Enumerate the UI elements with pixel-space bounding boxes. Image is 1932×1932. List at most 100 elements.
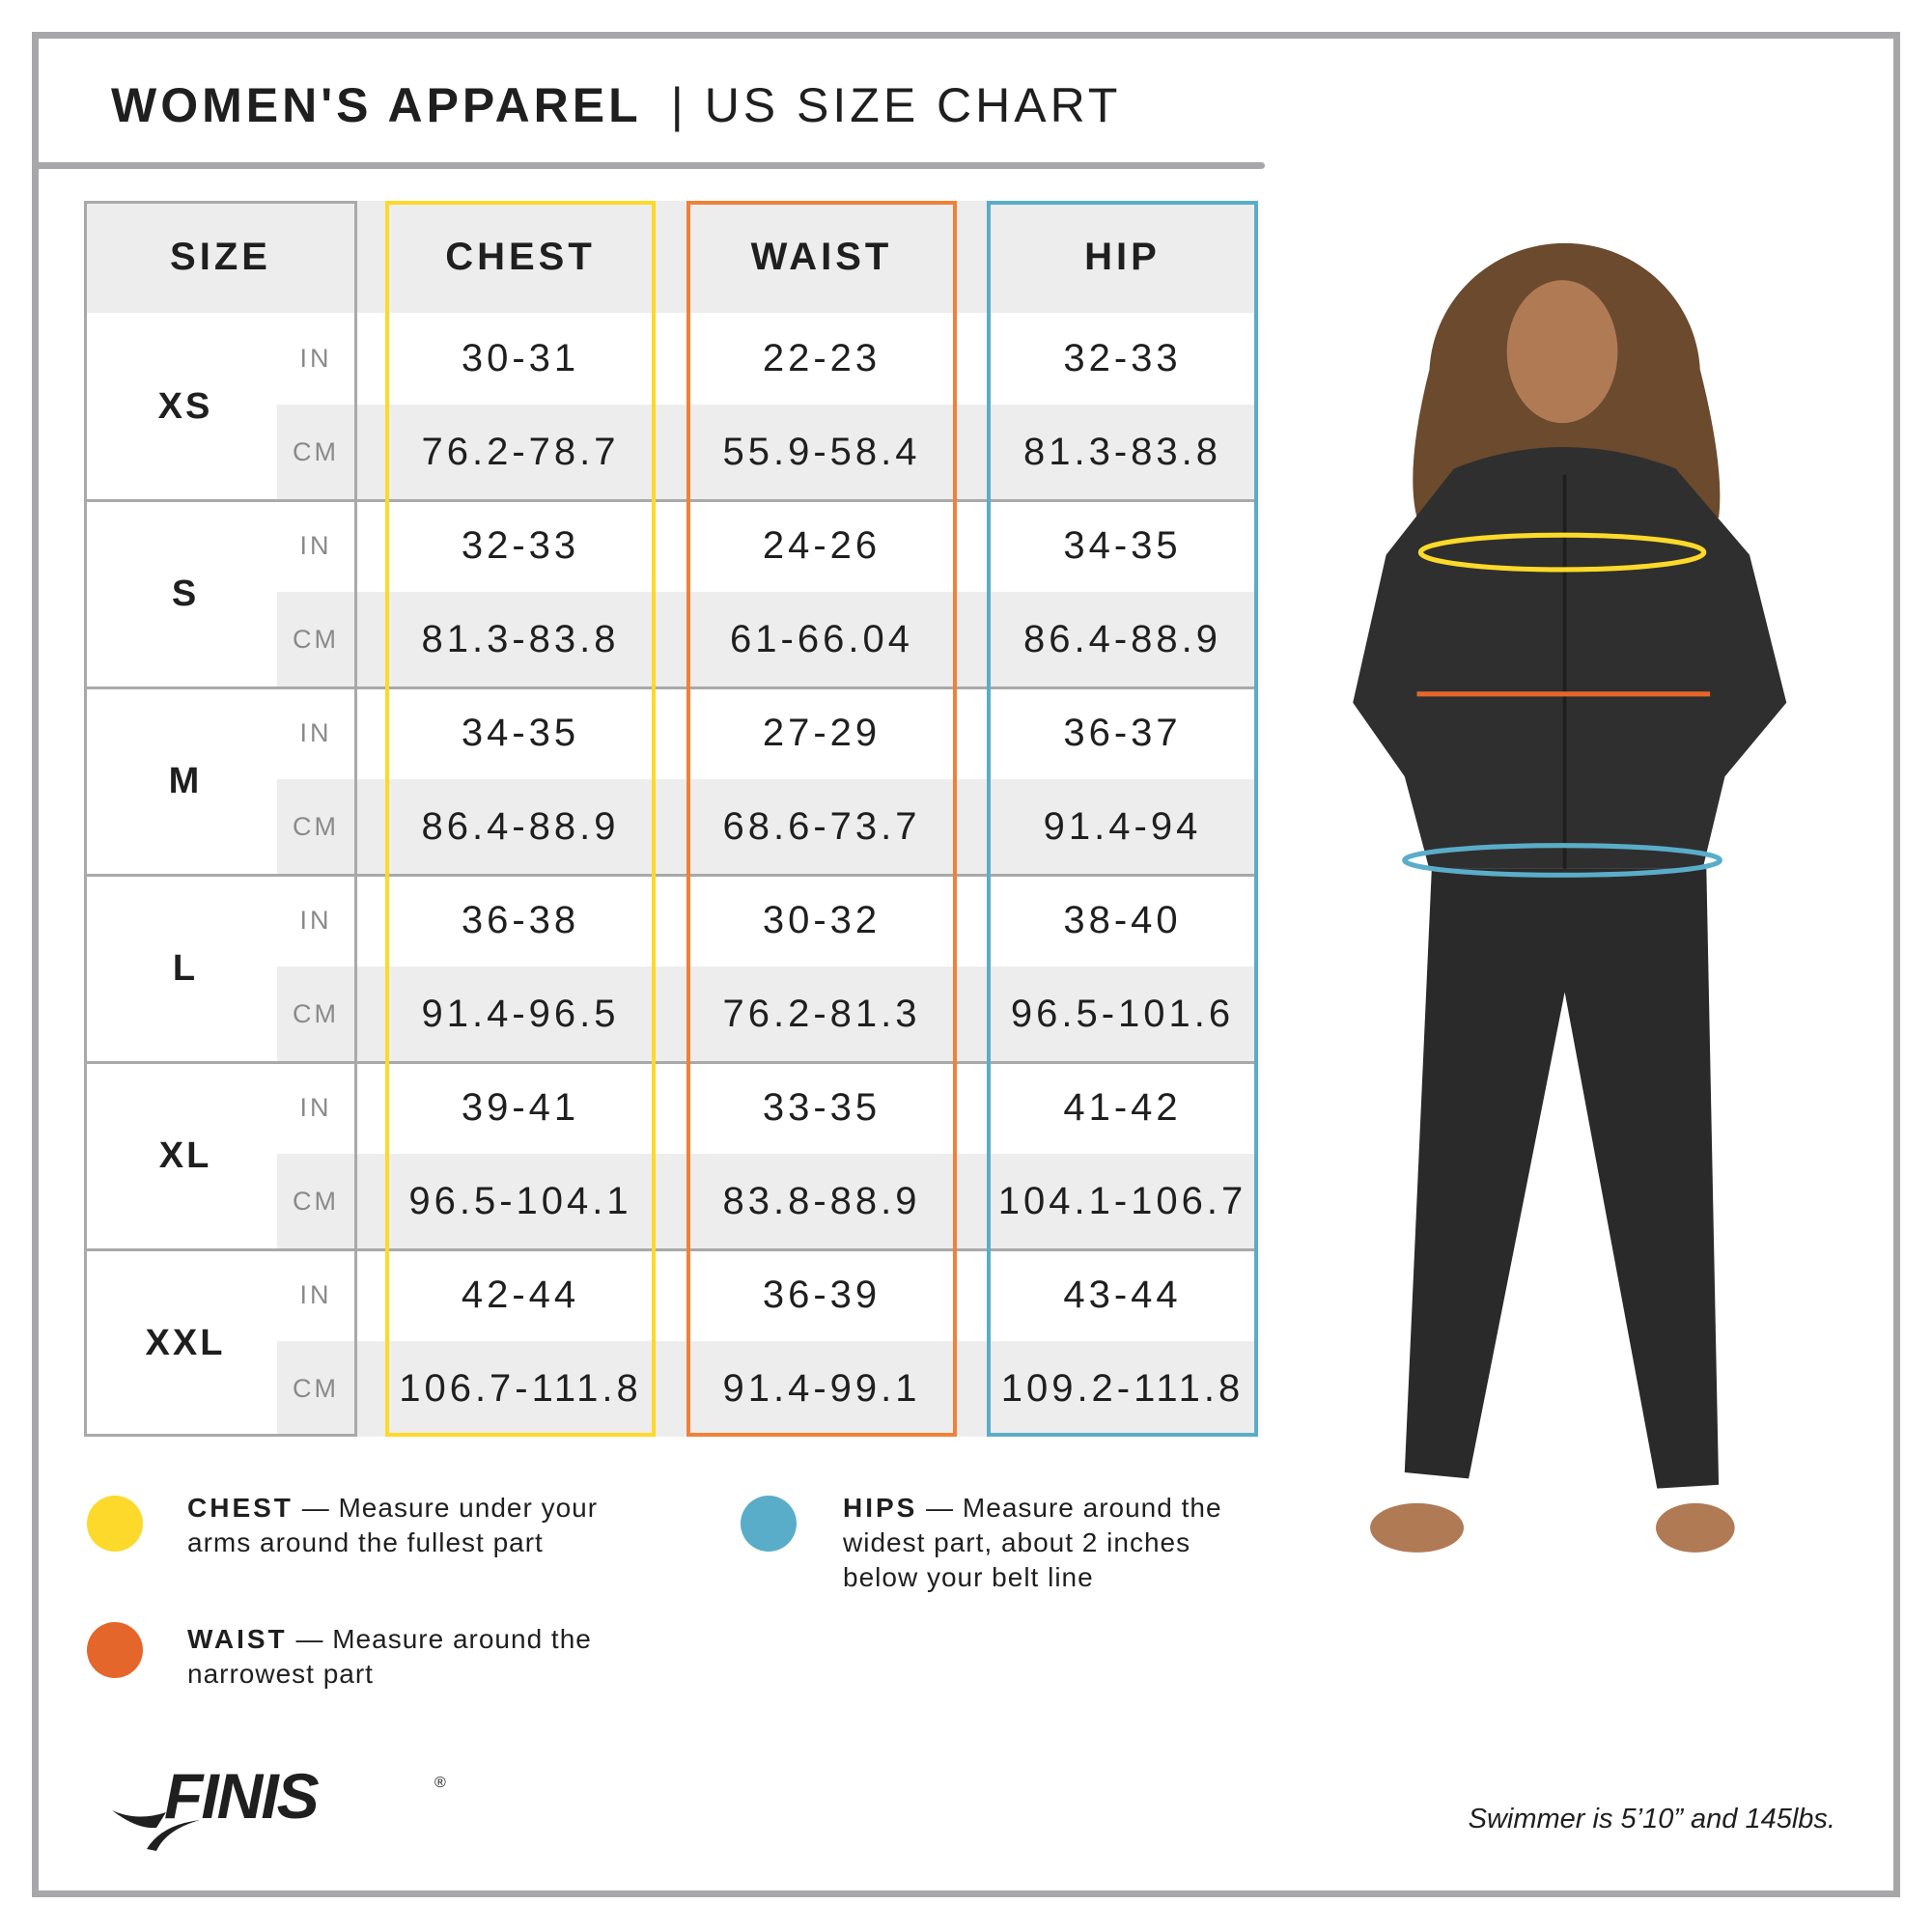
legend-text: Measure around the — [962, 1493, 1222, 1523]
value-cm: 86.4-88.9 — [421, 805, 620, 848]
unit-in-label: IN — [299, 344, 332, 373]
value-in: 32-33 — [1063, 337, 1182, 379]
unit-cm-label: CM — [293, 625, 339, 654]
size-label: XXL — [145, 1322, 226, 1363]
value-in: 33-35 — [762, 1086, 882, 1129]
value-cm: 104.1-106.7 — [997, 1180, 1247, 1222]
hip-column — [987, 201, 1258, 1437]
legend-text: below your belt line — [843, 1562, 1094, 1592]
value-cm: 96.5-104.1 — [408, 1180, 632, 1222]
unit-cm-label: CM — [293, 999, 339, 1028]
legend-text: narrowest part — [187, 1659, 374, 1689]
row-separator — [84, 1248, 1258, 1251]
column-header: SIZE — [170, 235, 271, 278]
cm-band — [277, 592, 1258, 687]
value-in: 34-35 — [461, 712, 580, 754]
size-label: M — [168, 760, 203, 801]
legend-term: HIPS — [843, 1493, 918, 1523]
value-cm: 91.4-99.1 — [722, 1367, 921, 1410]
value-cm: 55.9-58.4 — [722, 431, 921, 473]
title-separator: | — [670, 78, 687, 132]
value-cm: 91.4-94 — [1043, 805, 1202, 848]
title-bold: WOMEN'S APPAREL — [111, 78, 642, 132]
value-in: 30-32 — [762, 899, 882, 941]
row-separator — [84, 1061, 1258, 1064]
legend-term: WAIST — [187, 1624, 288, 1654]
unit-in-label: IN — [299, 531, 332, 560]
page-title: WOMEN'S APPAREL | US SIZE CHART — [111, 77, 1121, 133]
waist-color-dot — [87, 1622, 143, 1678]
unit-in-label: IN — [299, 1280, 332, 1309]
legend-dash: — — [295, 1624, 324, 1654]
size-column — [84, 201, 357, 1437]
cm-band — [277, 966, 1258, 1062]
legend-term: CHEST — [187, 1493, 294, 1523]
hips-color-dot — [741, 1496, 797, 1552]
value-in: 38-40 — [1063, 899, 1182, 941]
value-in: 39-41 — [461, 1086, 580, 1129]
cm-band — [277, 1341, 1258, 1437]
unit-cm-label: CM — [293, 1374, 339, 1403]
legend-chest: CHEST — Measure under your arms around t… — [187, 1491, 598, 1560]
size-chart-table: SIZE CHEST WAIST HIP XS IN CM 30-31 76.2-78.7 22-… — [84, 201, 1258, 1437]
unit-cm-label: CM — [293, 812, 339, 841]
svg-text:FINIS: FINIS — [164, 1762, 320, 1832]
column-header: HIP — [1084, 235, 1161, 278]
unit-cm-label: CM — [293, 437, 339, 466]
size-label: XS — [157, 385, 213, 427]
waist-column — [686, 201, 957, 1437]
cm-band — [277, 779, 1258, 875]
cm-band — [277, 1154, 1258, 1249]
finis-logo: FINIS ® — [112, 1762, 446, 1851]
legend-dash: — — [926, 1493, 955, 1523]
size-label: S — [171, 573, 200, 614]
model-photo — [1353, 242, 1787, 1553]
value-cm: 96.5-101.6 — [1010, 993, 1235, 1035]
row-separator — [84, 499, 1258, 502]
chest-column — [385, 201, 656, 1437]
value-in: 27-29 — [762, 712, 882, 754]
value-in: 34-35 — [1063, 524, 1182, 567]
size-label: XL — [158, 1134, 212, 1176]
unit-in-label: IN — [299, 1093, 332, 1122]
unit-in-label: IN — [299, 718, 332, 747]
header-divider — [39, 162, 1265, 169]
column-header: WAIST — [750, 235, 893, 278]
value-cm: 106.7-111.8 — [399, 1367, 642, 1410]
legend-hips: HIPS — Measure around the widest part, a… — [843, 1491, 1222, 1595]
value-in: 30-31 — [461, 337, 580, 379]
value-in: 36-38 — [461, 899, 580, 941]
legend-text: Measure around the — [332, 1624, 592, 1654]
value-cm: 81.3-83.8 — [421, 618, 620, 660]
svg-text:®: ® — [434, 1775, 446, 1791]
value-cm: 81.3-83.8 — [1022, 431, 1222, 473]
value-in: 43-44 — [1063, 1274, 1182, 1316]
model-caption: Swimmer is 5’10” and 145lbs. — [1468, 1804, 1835, 1834]
legend-waist: WAIST — Measure around the narrowest par… — [187, 1622, 592, 1692]
value-cm: 76.2-78.7 — [421, 431, 620, 473]
row-separator — [84, 874, 1258, 877]
page-frame — [32, 32, 1900, 1897]
value-cm: 68.6-73.7 — [722, 805, 921, 848]
value-cm: 109.2-111.8 — [1000, 1367, 1245, 1410]
value-cm: 61-66.04 — [730, 618, 913, 660]
column-header: CHEST — [445, 235, 596, 278]
legend-dash: — — [301, 1493, 330, 1523]
value-in: 36-37 — [1063, 712, 1182, 754]
value-cm: 91.4-96.5 — [421, 993, 620, 1035]
unit-in-label: IN — [299, 906, 332, 935]
cm-band — [277, 405, 1258, 500]
value-cm: 76.2-81.3 — [722, 993, 921, 1035]
value-in: 24-26 — [762, 524, 882, 567]
value-cm: 83.8-88.9 — [722, 1180, 921, 1222]
title-light: US SIZE CHART — [704, 78, 1122, 132]
chest-color-dot — [87, 1496, 143, 1552]
value-in: 32-33 — [461, 524, 580, 567]
value-in: 41-42 — [1063, 1086, 1182, 1129]
legend-text: Measure under your — [338, 1493, 599, 1523]
value-in: 36-39 — [762, 1274, 882, 1316]
legend-text: widest part, about 2 inches — [843, 1527, 1191, 1557]
size-label: L — [172, 947, 199, 989]
row-separator — [84, 686, 1258, 689]
value-in: 42-44 — [461, 1274, 580, 1316]
